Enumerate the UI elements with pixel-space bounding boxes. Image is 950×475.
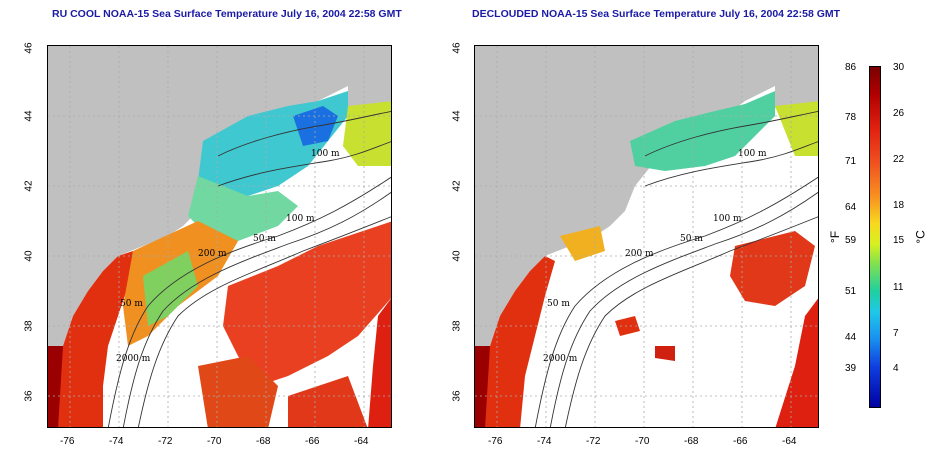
scotian-shelf-warm bbox=[775, 101, 818, 156]
contour-label-50m-b: 50 m bbox=[547, 299, 570, 309]
graticule bbox=[48, 46, 391, 427]
fahrenheit-tick: 39 bbox=[845, 363, 857, 374]
celsius-tick: 22 bbox=[893, 154, 905, 165]
contour-label-50m-a: 50 m bbox=[253, 234, 276, 244]
contour-label-2000m: 2000 m bbox=[116, 354, 151, 364]
contour-label-100m-b: 100 m bbox=[738, 149, 767, 159]
southern-warm bbox=[198, 356, 278, 427]
celsius-tick: 4 bbox=[893, 363, 899, 374]
celsius-unit-label: °C bbox=[913, 230, 928, 244]
right-map-title: DECLOUDED NOAA-15 Sea Surface Temperatur… bbox=[472, 8, 841, 20]
lon-tick-left: -76 bbox=[60, 436, 75, 447]
temperature-colorbar bbox=[869, 66, 881, 408]
contour-label-200m: 200 m bbox=[198, 249, 227, 259]
lat-tick-left: 36 bbox=[23, 390, 35, 402]
graticule bbox=[475, 46, 818, 427]
lat-tick-right: 44 bbox=[451, 110, 463, 122]
lon-tick-left: -74 bbox=[109, 436, 124, 447]
lon-tick-left: -70 bbox=[207, 436, 222, 447]
lon-tick-right: -74 bbox=[537, 436, 552, 447]
lat-tick-left: 38 bbox=[23, 320, 35, 332]
celsius-tick: 7 bbox=[893, 328, 899, 339]
lat-tick-right: 36 bbox=[451, 390, 463, 402]
contour-label-100m-b: 100 m bbox=[311, 149, 340, 159]
left-sst-map: 100 m 100 m 50 m 200 m 50 m 2000 m bbox=[47, 45, 392, 428]
bathymetry-contours bbox=[107, 110, 391, 427]
lat-tick-left: 42 bbox=[23, 180, 35, 192]
lat-tick-right: 38 bbox=[451, 320, 463, 332]
warm-speck bbox=[655, 346, 675, 361]
celsius-tick: 15 bbox=[893, 235, 905, 246]
fahrenheit-tick: 59 bbox=[845, 235, 857, 246]
fahrenheit-tick: 51 bbox=[845, 286, 857, 297]
offshore-warm bbox=[223, 221, 391, 386]
lat-tick-right: 42 bbox=[451, 180, 463, 192]
lat-tick-left: 46 bbox=[23, 42, 35, 54]
southeast-warm bbox=[288, 376, 368, 427]
contour-label-100m-a: 100 m bbox=[713, 214, 742, 224]
fahrenheit-tick: 86 bbox=[845, 62, 857, 73]
lon-tick-right: -70 bbox=[635, 436, 650, 447]
celsius-tick: 26 bbox=[893, 108, 905, 119]
lon-tick-right: -72 bbox=[586, 436, 601, 447]
lon-tick-left: -66 bbox=[305, 436, 320, 447]
land-mass bbox=[475, 46, 818, 427]
coastal-warm-water bbox=[475, 256, 555, 427]
land-mass bbox=[48, 46, 391, 427]
fahrenheit-tick: 64 bbox=[845, 202, 857, 213]
right-map-graphic: 100 m 100 m 50 m 200 m 50 m 2000 m bbox=[475, 46, 818, 427]
contour-label-100m-a: 100 m bbox=[286, 214, 315, 224]
offshore-warm bbox=[730, 231, 815, 306]
lon-tick-left: -68 bbox=[256, 436, 271, 447]
lon-tick-left: -64 bbox=[354, 436, 369, 447]
bathymetry-contours bbox=[534, 110, 818, 427]
left-map-title: RU COOL NOAA-15 Sea Surface Temperature … bbox=[52, 8, 402, 20]
contour-label-2000m: 2000 m bbox=[543, 354, 578, 364]
contour-label-200m: 200 m bbox=[625, 249, 654, 259]
celsius-tick: 30 bbox=[893, 62, 905, 73]
celsius-tick: 11 bbox=[893, 282, 904, 293]
shelf-water bbox=[188, 176, 298, 241]
chesapeake-hot bbox=[48, 346, 63, 427]
shelf-patch bbox=[560, 226, 605, 261]
warm-speck bbox=[615, 316, 640, 336]
celsius-tick: 18 bbox=[893, 200, 905, 211]
fahrenheit-tick: 44 bbox=[845, 332, 857, 343]
lon-tick-right: -68 bbox=[684, 436, 699, 447]
gulfstream-warm-se bbox=[775, 298, 818, 427]
fahrenheit-unit-label: °F bbox=[828, 230, 843, 244]
fahrenheit-tick: 78 bbox=[845, 112, 857, 123]
contour-label-50m-b: 50 m bbox=[120, 299, 143, 309]
gulfstream-warm-se bbox=[368, 298, 391, 427]
lon-tick-right: -66 bbox=[733, 436, 748, 447]
coastal-warm-water bbox=[48, 251, 133, 427]
right-sst-map: 100 m 100 m 50 m 200 m 50 m 2000 m bbox=[474, 45, 819, 428]
scotian-shelf-warm bbox=[343, 101, 391, 166]
gulf-of-maine-cool bbox=[630, 91, 775, 171]
left-map-graphic: 100 m 100 m 50 m 200 m 50 m 2000 m bbox=[48, 46, 391, 427]
fahrenheit-tick: 71 bbox=[845, 156, 857, 167]
lon-tick-left: -72 bbox=[158, 436, 173, 447]
lat-tick-left: 44 bbox=[23, 110, 35, 122]
lat-tick-right: 40 bbox=[451, 250, 463, 262]
contour-label-50m-a: 50 m bbox=[680, 234, 703, 244]
lon-tick-right: -76 bbox=[488, 436, 503, 447]
chesapeake-hot bbox=[475, 346, 490, 427]
lat-tick-right: 46 bbox=[451, 42, 463, 54]
lon-tick-right: -64 bbox=[782, 436, 797, 447]
shelf-green bbox=[143, 251, 198, 326]
lat-tick-left: 40 bbox=[23, 250, 35, 262]
